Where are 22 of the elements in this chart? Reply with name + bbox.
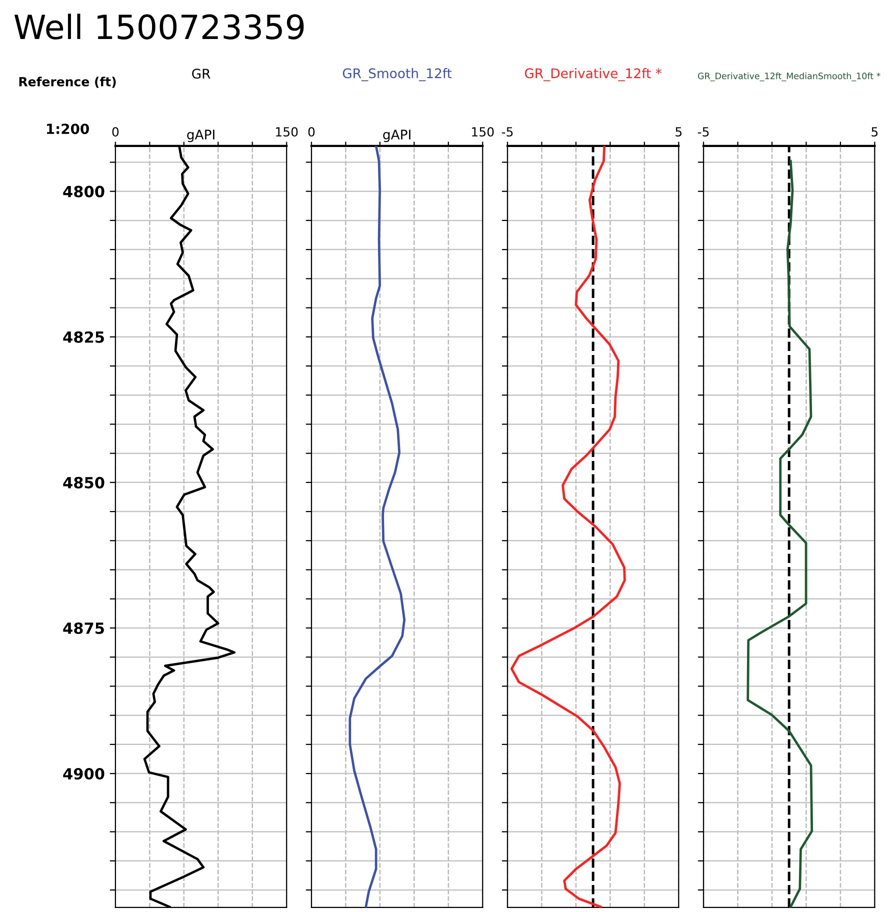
y-tick-label: 4875 xyxy=(63,622,104,634)
y-tick-label: 4825 xyxy=(63,331,104,343)
x-tick-label: 0 xyxy=(112,127,119,137)
text: GR_Derivative_12ft * xyxy=(524,68,662,82)
y-tick-label: 4850 xyxy=(63,476,104,488)
x-axis-title: gAPI xyxy=(187,130,214,142)
x-tick-label: 150 xyxy=(276,127,298,137)
text: GR_Smooth_12ft xyxy=(342,68,452,82)
y-tick-label: 4900 xyxy=(63,768,104,780)
text: GR_Derivative_12ft_MedianSmooth_10ft * xyxy=(698,72,880,82)
x-tick-label: 0 xyxy=(308,127,315,137)
x-tick-label: 150 xyxy=(472,127,494,137)
x-tick-label: 5 xyxy=(872,127,878,137)
y-tick-label: 4800 xyxy=(63,186,104,198)
x-tick-label: 5 xyxy=(676,127,682,137)
x-tick-label: -5 xyxy=(502,127,513,137)
x-axis-title: gAPI xyxy=(383,130,410,142)
text: GR xyxy=(192,68,210,79)
chart-title: Well 1500723359 xyxy=(14,14,304,40)
y-axis-title: Reference (ft) xyxy=(19,76,116,88)
x-tick-label: -5 xyxy=(698,127,709,137)
text: 1:200 xyxy=(46,124,89,134)
